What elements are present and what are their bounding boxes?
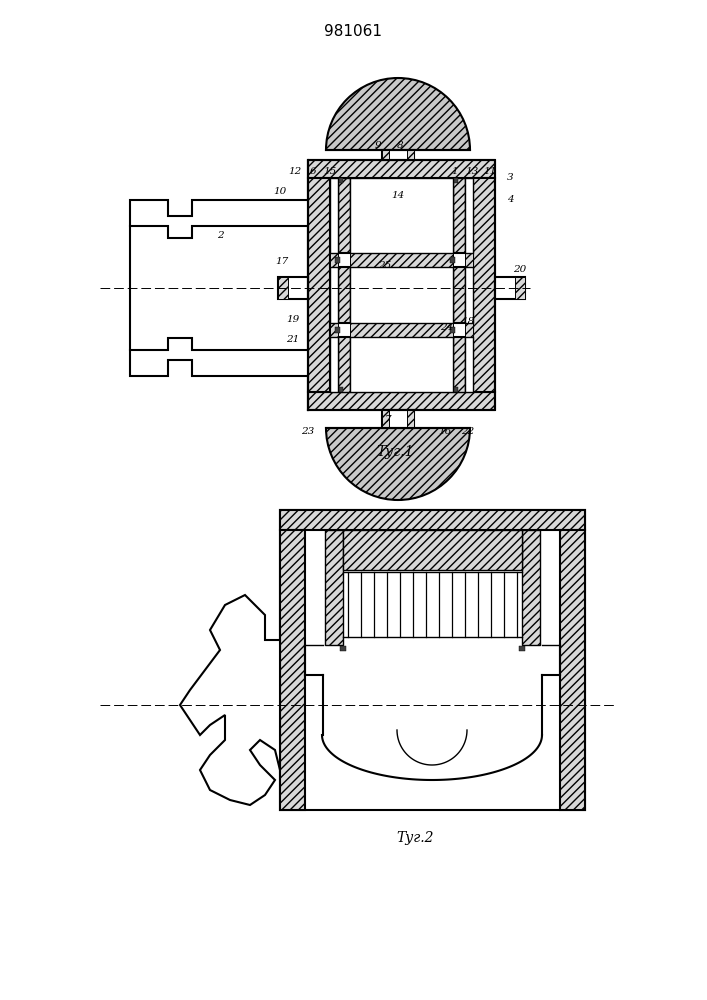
Text: 1: 1 — [452, 167, 458, 176]
Bar — [336, 178, 343, 183]
Bar — [407, 150, 414, 160]
Text: 14: 14 — [392, 190, 404, 200]
Bar — [340, 646, 346, 651]
Bar — [450, 257, 455, 263]
Text: 21: 21 — [286, 336, 300, 344]
Text: 13: 13 — [465, 167, 479, 176]
Bar — [308, 160, 495, 178]
Polygon shape — [130, 338, 308, 376]
Bar — [560, 530, 585, 810]
Text: 16: 16 — [438, 428, 452, 436]
Text: 9: 9 — [375, 140, 381, 149]
Text: 981061: 981061 — [324, 24, 382, 39]
Bar — [465, 337, 473, 392]
Bar — [325, 530, 343, 645]
Text: 3: 3 — [507, 174, 513, 182]
Text: 2: 2 — [216, 231, 223, 239]
Bar — [350, 267, 453, 323]
Text: 8: 8 — [397, 140, 403, 149]
Bar — [382, 150, 414, 160]
Text: 18: 18 — [462, 318, 474, 326]
Text: 6: 6 — [310, 167, 316, 176]
Text: 17: 17 — [275, 257, 288, 266]
Text: 4: 4 — [507, 196, 513, 205]
Text: 20: 20 — [513, 265, 527, 274]
Text: 7: 7 — [385, 416, 391, 424]
Bar — [350, 253, 453, 267]
Bar — [465, 253, 473, 267]
Bar — [350, 178, 453, 253]
Bar — [330, 267, 338, 323]
Bar — [280, 530, 305, 810]
Bar — [450, 327, 455, 333]
Polygon shape — [278, 277, 308, 299]
Bar — [451, 387, 458, 392]
Bar — [280, 510, 585, 810]
Text: 15: 15 — [323, 167, 337, 176]
Polygon shape — [130, 200, 308, 238]
Text: Τуг.2: Τуг.2 — [396, 831, 434, 845]
Polygon shape — [495, 277, 525, 299]
Bar — [382, 150, 389, 160]
Polygon shape — [180, 595, 280, 805]
Bar — [330, 323, 338, 337]
Bar — [350, 337, 453, 392]
Bar — [308, 178, 330, 392]
Text: 25: 25 — [378, 260, 392, 269]
Bar — [388, 267, 408, 323]
Bar — [330, 253, 473, 267]
Text: 19: 19 — [286, 316, 300, 324]
Bar — [278, 277, 288, 299]
Wedge shape — [326, 428, 470, 500]
Text: 23: 23 — [301, 428, 315, 436]
Bar — [453, 178, 465, 392]
Bar — [451, 178, 458, 183]
Bar — [382, 410, 414, 428]
Bar — [473, 178, 495, 392]
Bar — [308, 392, 495, 410]
Text: Τуг.1: Τуг.1 — [376, 445, 414, 459]
Bar — [382, 410, 389, 428]
Bar — [350, 323, 453, 337]
Bar — [330, 253, 338, 267]
Bar — [519, 646, 525, 651]
Text: 10: 10 — [274, 188, 286, 196]
Bar — [338, 178, 350, 392]
Bar — [335, 257, 340, 263]
Text: 11: 11 — [484, 167, 496, 176]
Bar — [465, 267, 473, 323]
Wedge shape — [326, 78, 470, 150]
Text: 22: 22 — [462, 428, 474, 436]
Bar — [515, 277, 525, 299]
Bar — [330, 337, 338, 392]
Bar — [522, 530, 540, 645]
Bar — [336, 387, 343, 392]
Bar — [465, 323, 473, 337]
Bar — [330, 323, 473, 337]
Bar — [280, 510, 585, 530]
Bar — [343, 530, 522, 570]
Bar — [335, 327, 340, 333]
Text: 24: 24 — [440, 324, 454, 332]
Text: 12: 12 — [288, 167, 302, 176]
Bar — [407, 410, 414, 428]
Bar — [465, 178, 473, 253]
Bar — [330, 178, 338, 253]
